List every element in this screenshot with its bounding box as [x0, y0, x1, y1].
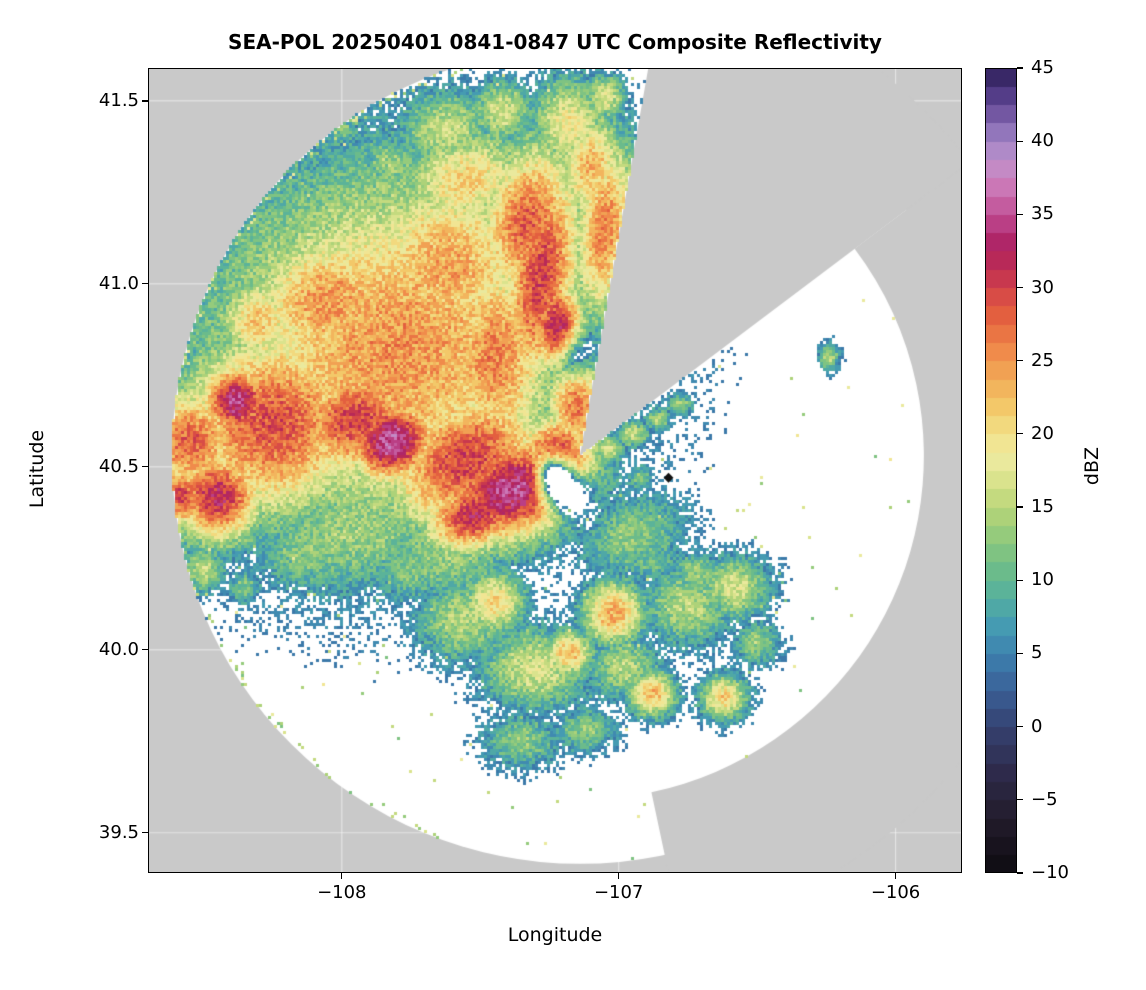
colorbar-tick-mark — [1017, 140, 1023, 142]
colorbar-tick-label: 15 — [1031, 496, 1054, 518]
colorbar-tick-mark — [1017, 433, 1023, 435]
colorbar-tick-mark — [1017, 579, 1023, 581]
colorbar-tick-mark — [1017, 360, 1023, 362]
colorbar-canvas — [985, 68, 1017, 873]
x-tick-label: −108 — [317, 882, 367, 903]
y-axis-label: Latitude — [26, 429, 48, 509]
x-tick-mark — [341, 873, 343, 879]
x-tick-label: −107 — [593, 882, 644, 903]
x-tick-mark — [894, 873, 897, 879]
colorbar-tick-mark — [1017, 652, 1023, 655]
colorbar-label: dBZ — [1081, 446, 1103, 486]
radar-reflectivity-canvas — [148, 68, 962, 873]
colorbar-tick-label: 20 — [1031, 422, 1054, 444]
colorbar-tick-label: 35 — [1031, 203, 1054, 225]
colorbar-tick-mark — [1017, 213, 1023, 215]
x-tick-mark — [618, 873, 620, 879]
y-tick-mark — [142, 466, 148, 468]
colorbar-tick-mark — [1017, 799, 1023, 801]
colorbar-tick-label: 45 — [1031, 57, 1054, 78]
y-tick-label: 39.5 — [98, 821, 139, 843]
colorbar-tick-mark — [1017, 726, 1023, 728]
colorbar-tick-label: 30 — [1031, 276, 1054, 298]
y-tick-label: 41.0 — [98, 272, 139, 294]
y-tick-mark — [142, 832, 148, 834]
plot-title: SEA-POL 20250401 0841-0847 UTC Composite… — [228, 30, 882, 54]
y-tick-label: 40.0 — [98, 638, 139, 660]
colorbar-tick-label: 0 — [1031, 715, 1043, 737]
y-tick-mark — [142, 649, 148, 651]
y-tick-label: 41.5 — [98, 89, 139, 111]
colorbar-tick-mark — [1017, 286, 1023, 289]
colorbar-tick-label: 5 — [1031, 642, 1043, 664]
y-tick-label: 40.5 — [98, 455, 139, 477]
colorbar-tick-label: 25 — [1031, 349, 1054, 371]
colorbar-tick-mark — [1017, 872, 1023, 874]
colorbar-tick-label: 10 — [1031, 569, 1054, 591]
colorbar-tick-mark — [1017, 67, 1023, 69]
y-tick-mark — [142, 283, 148, 285]
y-tick-mark — [142, 100, 148, 102]
x-axis-label: Longitude — [507, 924, 603, 946]
colorbar-tick-label: −5 — [1031, 788, 1058, 810]
x-tick-label: −106 — [870, 882, 921, 903]
colorbar-tick-label: 40 — [1031, 130, 1054, 152]
colorbar-tick-mark — [1017, 506, 1023, 508]
colorbar-tick-label: −10 — [1031, 862, 1069, 883]
